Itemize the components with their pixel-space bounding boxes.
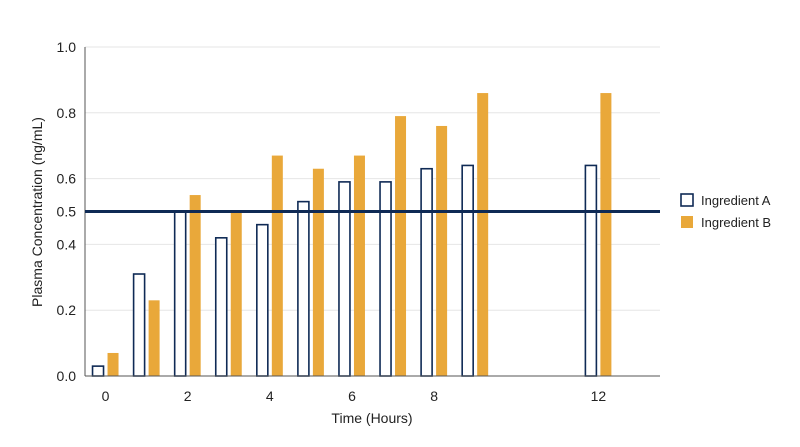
y-tick-label: 0.5 xyxy=(57,204,77,220)
bar-ingredient-b xyxy=(477,93,489,376)
x-tick-label: 2 xyxy=(184,388,192,404)
y-tick-label: 0.8 xyxy=(57,105,77,121)
bar-ingredient-a xyxy=(173,210,187,377)
x-axis-label: Time (Hours) xyxy=(331,410,412,426)
legend-label-ingredient-a: Ingredient A xyxy=(701,193,771,208)
bar-ingredient-b xyxy=(271,155,283,376)
y-tick-label: 0.2 xyxy=(57,302,77,318)
bar-ingredient-a xyxy=(132,273,146,377)
legend-swatch-ingredient-b xyxy=(681,216,693,228)
bar-ingredient-b xyxy=(148,300,160,376)
legend-item-ingredient-b[interactable]: Ingredient B xyxy=(681,215,771,230)
y-axis-ticks: 0.0 0.2 0.4 0.5 0.6 0.8 1.0 xyxy=(57,39,77,384)
x-axis-ticks: 0 2 4 6 8 12 xyxy=(102,388,607,404)
bar-ingredient-a xyxy=(256,223,269,377)
bar-ingredient-a xyxy=(461,164,474,377)
x-tick-label: 4 xyxy=(266,388,274,404)
legend-item-ingredient-a[interactable]: Ingredient A xyxy=(680,193,771,208)
bar-ingredient-b xyxy=(312,168,324,376)
bar-ingredient-a xyxy=(297,200,310,377)
bar-ingredient-a xyxy=(214,237,228,377)
bar-ingredient-b xyxy=(189,195,201,376)
x-tick-label: 0 xyxy=(102,388,110,404)
y-tick-label: 0.6 xyxy=(57,171,77,187)
gridlines xyxy=(85,46,660,311)
y-tick-label: 0.4 xyxy=(57,236,77,252)
bar-ingredient-b xyxy=(353,155,365,376)
bars xyxy=(91,93,612,377)
y-axis-label: Plasma Concentration (ng/mL) xyxy=(29,117,45,307)
bar-ingredient-a xyxy=(91,365,105,377)
bar-ingredient-b xyxy=(230,211,242,376)
x-tick-label: 6 xyxy=(348,388,356,404)
legend-swatch-ingredient-a xyxy=(680,193,694,207)
legend: Ingredient A Ingredient B xyxy=(680,193,771,230)
bar-ingredient-a xyxy=(584,164,598,377)
bar-ingredient-a xyxy=(420,167,433,377)
y-tick-label: 0.0 xyxy=(57,368,77,384)
x-tick-label: 8 xyxy=(430,388,438,404)
bar-ingredient-b xyxy=(395,116,407,376)
bar-ingredient-b xyxy=(600,93,612,376)
bar-ingredient-b xyxy=(107,352,119,376)
y-tick-label: 1.0 xyxy=(57,39,77,55)
x-tick-label: 12 xyxy=(591,388,607,404)
legend-label-ingredient-b: Ingredient B xyxy=(701,215,771,230)
bar-ingredient-b xyxy=(436,125,448,377)
